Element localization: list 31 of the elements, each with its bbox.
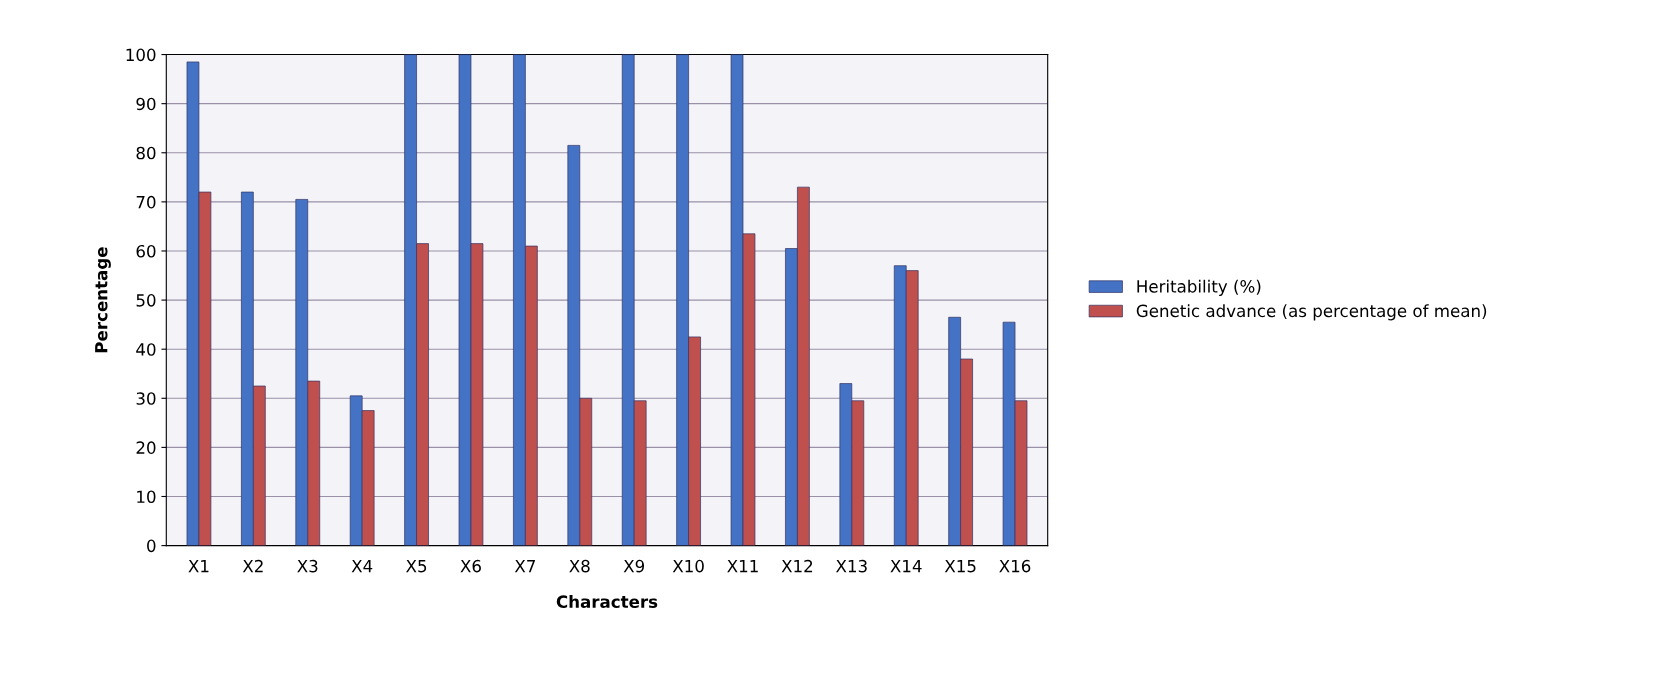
x-tick-label: X15 (944, 560, 976, 573)
x-tick-label: X14 (890, 560, 922, 573)
y-tick-label: 60 (136, 244, 156, 258)
legend-label: Heritability (%) (1137, 279, 1261, 296)
y-tick-label: 10 (137, 490, 156, 504)
x-tick-label: X9 (623, 559, 645, 573)
x-tick-label: X12 (781, 559, 813, 573)
x-tick-label: X10 (672, 559, 704, 573)
y-axis-title: Percentage (95, 247, 111, 353)
y-tick-label: 0 (147, 539, 156, 553)
y-tick-label: 100 (126, 48, 156, 62)
x-tick-label: X3 (297, 559, 318, 573)
y-tick-label: 80 (136, 146, 156, 160)
x-tick-label: X4 (351, 560, 373, 573)
x-tick-label: X1 (188, 560, 209, 573)
y-tick-label: 40 (136, 343, 156, 356)
x-tick-label: X7 (514, 560, 535, 573)
y-tick-label: 70 (136, 195, 156, 209)
y-tick-label: 50 (136, 294, 156, 307)
x-tick-label: X2 (242, 559, 263, 573)
y-tick-label: 20 (136, 441, 156, 454)
x-tick-label: X11 (727, 560, 758, 573)
x-tick-label: X16 (999, 559, 1031, 573)
x-tick-label: X8 (569, 559, 590, 573)
x-axis-title: Characters (556, 595, 658, 608)
y-tick-label: 90 (136, 97, 156, 111)
x-tick-label: X6 (460, 559, 481, 573)
x-tick-label: X5 (406, 560, 427, 573)
x-tick-label: X13 (836, 559, 867, 573)
y-tick-label: 30 (136, 392, 156, 405)
legend-label: Genetic advance (as percentage of mean) (1136, 304, 1487, 321)
